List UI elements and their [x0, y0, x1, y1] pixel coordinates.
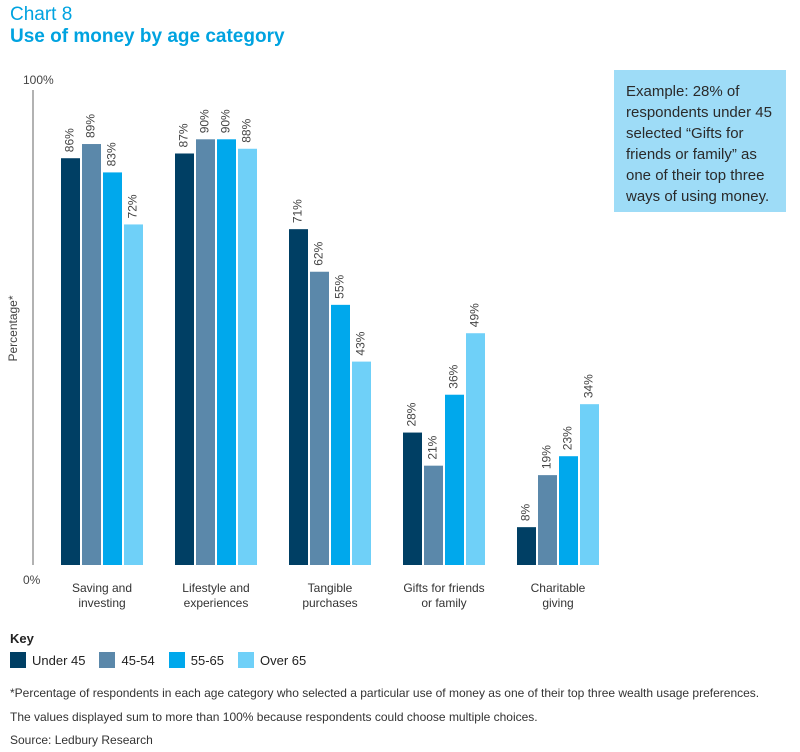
- x-tick-label: Saving and: [72, 581, 132, 595]
- bar-under-45-4: [517, 527, 536, 565]
- data-label: 19%: [540, 445, 554, 469]
- x-tick-label: Gifts for friends: [403, 581, 484, 595]
- legend-item: Under 45: [10, 652, 85, 668]
- bar-45-54-1: [196, 139, 215, 566]
- legend-title: Key: [10, 631, 34, 646]
- y-tick-label-max: 100%: [23, 73, 54, 87]
- bar-45-54-4: [538, 475, 557, 565]
- legend-swatch: [99, 652, 116, 668]
- footnote-multiple-choice: The values displayed sum to more than 10…: [10, 710, 538, 724]
- data-label: 23%: [561, 426, 575, 450]
- legend: Under 45 45-54 55-65 Over 65: [10, 652, 320, 668]
- x-tick-label: or family: [421, 596, 466, 610]
- x-tick-label: Lifestyle and: [182, 581, 249, 595]
- data-label: 83%: [105, 142, 119, 166]
- y-tick-label-min: 0%: [23, 573, 41, 587]
- legend-item: 55-65: [168, 652, 224, 668]
- data-label: 28%: [405, 402, 419, 426]
- data-label: 8%: [519, 503, 533, 521]
- data-label: 72%: [126, 194, 140, 218]
- x-tick-label: experiences: [184, 596, 249, 610]
- data-label: 90%: [198, 109, 212, 133]
- bar-45-54-3: [424, 465, 443, 565]
- legend-swatch: [237, 652, 254, 668]
- x-tick-label: Tangible: [308, 581, 353, 595]
- legend-swatch: [168, 652, 185, 668]
- bar-55-65-1: [217, 139, 236, 566]
- x-tick-label: investing: [78, 596, 125, 610]
- bar-under-45-0: [61, 158, 80, 565]
- bar-55-65-4: [559, 456, 578, 565]
- bar-under-45-2: [289, 229, 308, 566]
- legend-label: Under 45: [32, 652, 86, 668]
- footnote-percentage: *Percentage of respondents in each age c…: [10, 686, 760, 700]
- bar-over-65-4: [580, 404, 599, 565]
- y-axis-label: Percentage*: [6, 295, 20, 361]
- legend-label: 55-65: [190, 652, 224, 668]
- legend-swatch: [10, 652, 26, 668]
- legend-label: Over 65: [259, 652, 307, 668]
- bar-over-65-0: [124, 224, 143, 565]
- data-label: 87%: [177, 123, 191, 147]
- bar-55-65-3: [445, 394, 464, 565]
- legend-item: 45-54: [99, 652, 155, 668]
- bar-under-45-1: [175, 153, 194, 565]
- data-label: 43%: [354, 331, 368, 355]
- x-tick-label: giving: [542, 596, 573, 610]
- legend-item: Over 65: [237, 652, 307, 668]
- bar-55-65-0: [103, 172, 122, 565]
- bar-over-65-1: [238, 148, 257, 565]
- bar-45-54-0: [82, 144, 101, 565]
- bar-chart: 100% 0% Percentage* 86% 89% 83% 72% Saving andi…: [6, 73, 599, 610]
- data-label: 90%: [219, 109, 233, 133]
- bar-under-45-3: [403, 432, 422, 565]
- data-label: 34%: [582, 374, 596, 398]
- x-tick-label: purchases: [302, 596, 357, 610]
- bar-over-65-3: [466, 333, 485, 565]
- data-label: 88%: [240, 118, 254, 142]
- data-label: 21%: [426, 435, 440, 459]
- data-label: 49%: [468, 303, 482, 327]
- bar-45-54-2: [310, 271, 329, 565]
- chart-title: Use of money by age category: [10, 26, 285, 47]
- data-label: 36%: [447, 364, 461, 388]
- source-note: Source: Ledbury Research: [10, 733, 153, 747]
- bar-over-65-2: [352, 361, 371, 565]
- data-label: 71%: [291, 199, 305, 223]
- chart-label: Chart 8: [10, 4, 73, 25]
- data-label: 62%: [312, 241, 326, 265]
- data-label: 55%: [333, 275, 347, 299]
- data-label: 89%: [84, 114, 98, 138]
- bar-55-65-2: [331, 304, 350, 565]
- x-tick-label: Charitable: [531, 581, 586, 595]
- data-label: 86%: [63, 128, 77, 152]
- example-callout: Example: 28% of respondents under 45 sel…: [614, 70, 786, 212]
- legend-label: 45-54: [121, 652, 155, 668]
